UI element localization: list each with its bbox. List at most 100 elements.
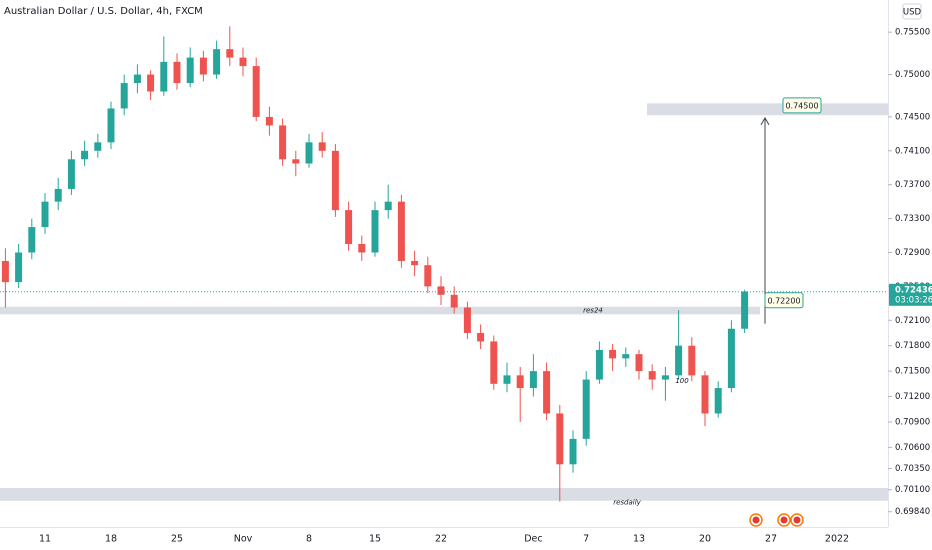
candle-body: [609, 349, 617, 359]
candle-body: [107, 108, 115, 143]
event-flag: [793, 516, 801, 524]
candle-body: [147, 74, 155, 92]
candle-body: [490, 341, 498, 384]
zone: [0, 306, 760, 315]
candle-body: [318, 142, 326, 151]
x-tick-label: 11: [39, 534, 51, 545]
x-tick-label: Dec: [524, 534, 542, 545]
candle-body: [28, 227, 36, 253]
candle-body: [15, 252, 23, 283]
candle-body: [133, 74, 141, 84]
currency: USD: [903, 8, 922, 18]
zone: [647, 103, 888, 116]
x-tick-label: 25: [171, 534, 183, 545]
candle-body: [199, 57, 207, 75]
callout-box: [764, 292, 804, 309]
candle-body: [622, 354, 630, 359]
candle-body: [701, 375, 709, 414]
candle-body: [371, 210, 379, 253]
y-tick-label: 0.74500: [895, 112, 930, 122]
y-tick-label: 0.71500: [895, 367, 930, 377]
y-tick-label: 0.74100: [895, 146, 930, 156]
candle-body: [424, 265, 432, 287]
x-tick-label: 13: [633, 534, 645, 545]
candle-body: [437, 286, 445, 295]
candle-body: [358, 244, 366, 253]
x-tick-label: 8: [306, 534, 312, 545]
candle-body: [397, 201, 405, 261]
candle-body: [661, 375, 669, 380]
candle-body: [94, 142, 102, 151]
callout-box: [782, 97, 822, 114]
candle-body: [81, 150, 89, 160]
candle-body: [252, 66, 260, 117]
event-flag: [752, 516, 760, 524]
candle-body: [463, 307, 471, 333]
y-tick-label: 0.73700: [895, 180, 930, 190]
annotation: 100: [675, 377, 689, 385]
x-tick-label: 2022: [825, 534, 849, 545]
candle-body: [120, 83, 128, 109]
y-tick-label: 0.75500: [895, 28, 930, 38]
candle-body: [1, 260, 9, 283]
x-tick-label: 7: [583, 534, 589, 545]
arrow-head: [760, 116, 770, 126]
candle-body: [67, 159, 75, 189]
candle-body: [305, 142, 313, 164]
zone-label: res24: [583, 307, 603, 315]
countdown: 03:03:26: [895, 295, 932, 305]
candle-body: [54, 188, 62, 202]
candle-body: [411, 260, 419, 266]
y-tick-label: 0.69840: [895, 507, 930, 517]
y-tick-label: 0.70600: [895, 443, 930, 453]
candle-body: [292, 159, 300, 164]
y-tick-label: 0.72900: [895, 248, 930, 258]
y-tick-label: 0.71800: [895, 341, 930, 351]
y-tick-label: 0.75000: [895, 70, 930, 80]
candle-body: [556, 413, 564, 465]
candle-body: [384, 201, 392, 211]
candle-body: [239, 57, 247, 67]
y-tick-label: 0.71200: [895, 392, 930, 402]
candle-body: [529, 371, 537, 389]
candle-body: [569, 438, 577, 465]
candle-body: [543, 371, 551, 414]
candle-body: [345, 210, 353, 245]
candle-body: [582, 379, 590, 439]
candle-body: [635, 354, 643, 372]
candle-body: [173, 61, 181, 84]
last-price-label: 0.72436: [895, 285, 932, 295]
y-tick-label: 0.70100: [895, 485, 930, 495]
x-tick-label: 15: [369, 534, 381, 545]
candle-body: [331, 150, 339, 211]
candle-body: [213, 49, 221, 75]
x-tick-label: 27: [765, 534, 777, 545]
candle-body: [279, 125, 287, 160]
candle-body: [503, 375, 511, 384]
event-flag: [780, 516, 788, 524]
y-tick-label: 0.70900: [895, 417, 930, 427]
candle-body: [675, 345, 683, 376]
candle-body: [714, 388, 722, 414]
x-tick-label: 18: [105, 534, 117, 545]
candle-body: [186, 57, 194, 84]
candle-body: [516, 375, 524, 389]
candle-body: [226, 49, 234, 58]
candle-body: [265, 116, 273, 126]
candle-body: [41, 201, 49, 228]
y-tick-label: 0.73300: [895, 214, 930, 224]
candle-body: [160, 61, 168, 92]
candle-body: [477, 332, 485, 342]
currency-box[interactable]: [902, 3, 922, 20]
last-price-box: [889, 283, 932, 306]
x-tick-label: Nov: [234, 534, 253, 545]
zone: [0, 488, 888, 501]
zone-label: resdaily: [613, 498, 641, 506]
candle-body: [450, 294, 458, 308]
candle-body: [595, 349, 603, 380]
candle-body: [648, 371, 656, 380]
y-tick-label: 0.70350: [895, 464, 930, 474]
callout-label: 0.72200: [767, 296, 800, 305]
